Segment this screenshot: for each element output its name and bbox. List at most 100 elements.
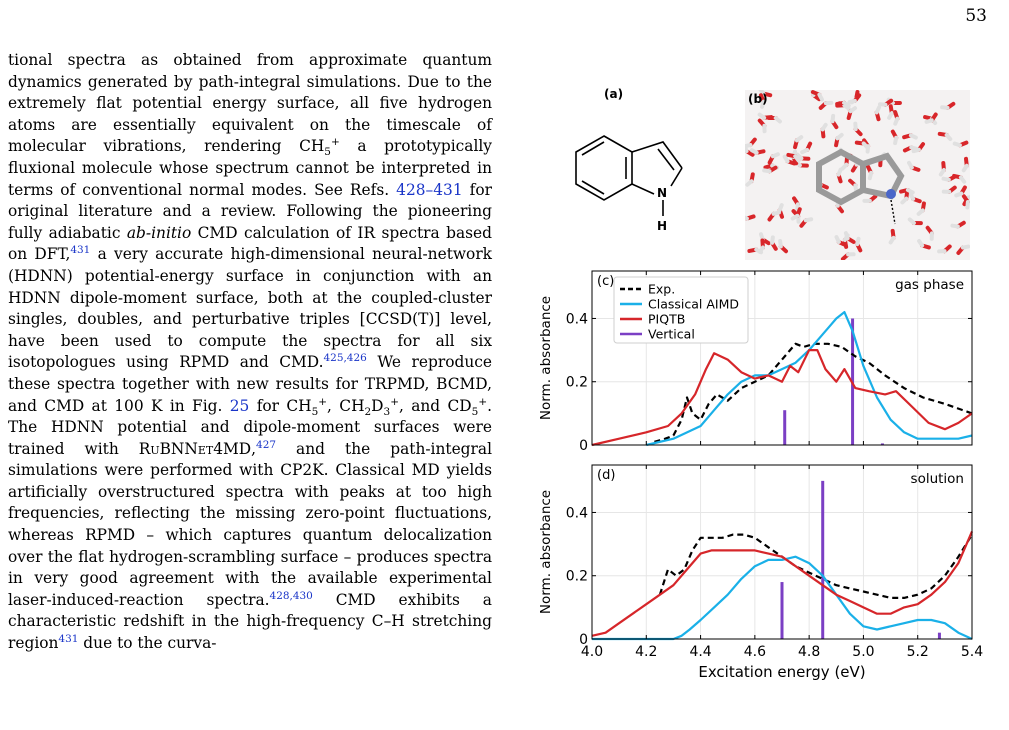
y-axis-label: Norm. absorbance [538, 296, 554, 420]
water-bond [782, 154, 790, 164]
series-line [591, 348, 973, 447]
x-tick-label: 4.8 [798, 644, 820, 660]
x-axis-label: Excitation energy (eV) [698, 663, 865, 681]
indole-structure: (a) N H [575, 87, 683, 233]
citation-link[interactable]: 425,426 [323, 352, 367, 365]
water-bond [842, 233, 850, 243]
figure-link[interactable]: 25 [229, 396, 250, 415]
citation-link[interactable]: 428,430 [269, 589, 313, 602]
water-bond [835, 132, 844, 141]
water-bond [916, 208, 925, 216]
water-bond [770, 152, 780, 159]
water-bond [950, 223, 960, 229]
water-bond [771, 210, 781, 216]
water-bond [745, 179, 754, 187]
water-bond [749, 148, 759, 155]
legend-label: PIQTB [648, 312, 685, 327]
water-bond [908, 133, 918, 140]
panel-label: (d) [597, 468, 615, 483]
water-bond [888, 235, 896, 245]
water-bond [795, 152, 804, 161]
water-bond [820, 122, 828, 132]
water-bond [757, 245, 765, 254]
water-bond [909, 145, 919, 151]
y-tick-label: 0 [579, 438, 588, 454]
water-bond [907, 217, 916, 226]
legend-label: Exp. [648, 282, 675, 297]
water-bond [842, 103, 851, 111]
legend-label: Classical AIMD [648, 297, 739, 312]
water-bond [745, 144, 749, 154]
hydrogen-bond [890, 199, 896, 225]
plot-frame [591, 270, 973, 446]
panel-label: (c) [597, 274, 614, 289]
water-bond [958, 175, 967, 184]
y-axis-label: Norm. absorbance [538, 490, 554, 614]
water-bond [762, 168, 772, 174]
water-bond [794, 135, 804, 143]
x-tick-label: 4.0 [581, 644, 603, 660]
water-bond [803, 217, 814, 223]
panel-annotation: solution [911, 471, 964, 487]
x-tick-label: 4.6 [744, 644, 766, 660]
paragraph: tional spectra as obtained from approxim… [8, 51, 492, 653]
water-bond [770, 235, 775, 245]
chart-gas-phase: 0 0.2 0.4 Norm. absorbance (c) gas phase Exp.C… [538, 270, 973, 454]
water-bond [757, 112, 767, 120]
citation-link[interactable]: 427 [256, 438, 277, 451]
water-bond [795, 202, 800, 212]
water-bond [905, 188, 915, 195]
series-line [646, 310, 973, 447]
plot-frame [591, 464, 973, 640]
y-tick-label: 0.2 [566, 375, 588, 391]
water-bond [778, 239, 783, 249]
water-bond [758, 90, 766, 96]
water-bond [800, 147, 810, 155]
chart-solution: 0 0.2 0.4 4.0 4.2 4.4 4.6 4.8 5.0 5.2 5.4 Excitatio… [538, 464, 983, 681]
water-bond [861, 141, 870, 150]
molecule-bonds [575, 135, 683, 216]
atom-label-h: H [657, 219, 667, 233]
water-bond [790, 213, 800, 221]
water-bond [834, 235, 841, 245]
water-bond [961, 163, 969, 173]
citation-link[interactable]: 428–431 [396, 180, 463, 199]
water-bond [853, 183, 859, 193]
water-bond [952, 141, 962, 148]
water-bond [940, 105, 950, 110]
legend-box [613, 276, 749, 344]
solvation-snapshot: (b) [745, 90, 970, 260]
water-molecules [745, 90, 970, 260]
solute-molecule [816, 148, 905, 206]
panel-label-a: (a) [604, 87, 623, 101]
legend-label: Vertical [648, 327, 695, 342]
water-bond [965, 200, 970, 210]
figure: (a) N H (b) 0 0.2 0.4 Norm. absorbance (c) ga… [520, 80, 1000, 700]
x-tick-label: 4.2 [635, 644, 657, 660]
water-bond [965, 194, 970, 200]
water-bond [848, 106, 858, 114]
series-line [592, 555, 973, 641]
water-bond [900, 196, 909, 205]
atom-label-n: N [657, 186, 667, 200]
water-bond [893, 135, 899, 146]
water-bond [773, 115, 782, 124]
y-tick-label: 0.2 [566, 569, 588, 585]
panel-annotation: gas phase [895, 277, 964, 293]
water-bond [941, 176, 951, 182]
nitrogen-atom [886, 189, 896, 199]
series-line [654, 342, 973, 443]
series-line [658, 533, 973, 599]
y-tick-label: 0.4 [566, 311, 588, 327]
x-tick-label: 5.0 [852, 644, 874, 660]
x-tick-label: 5.4 [961, 644, 983, 660]
water-bond [817, 92, 824, 102]
citation-link[interactable]: 431 [70, 244, 91, 257]
water-bond [793, 154, 801, 163]
water-bond [855, 236, 861, 247]
water-bond [830, 113, 836, 124]
water-bond [874, 105, 882, 115]
citation-link[interactable]: 431 [58, 632, 79, 645]
page-number: 53 [965, 6, 987, 26]
panel-label-b: (b) [748, 92, 768, 106]
